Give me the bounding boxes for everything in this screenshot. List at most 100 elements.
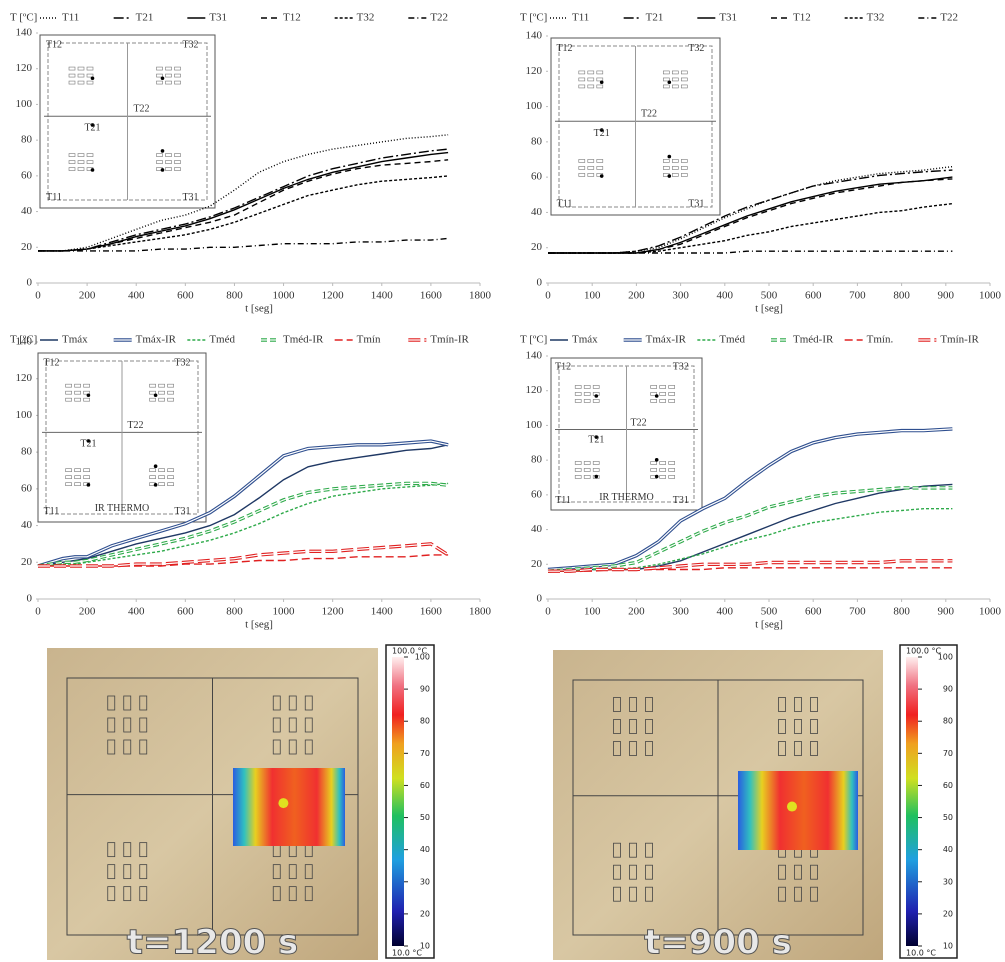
colorbar-tick-label: 70 [943,749,953,758]
panel-slot [778,719,786,734]
inset-slot [86,160,94,164]
sensor-dot [160,149,165,153]
inset-slot [592,468,600,472]
inset-slot [149,397,156,402]
inset-slot [174,73,181,78]
inset-slot [77,80,85,85]
inset-slot [662,77,670,82]
sensor-dot [599,174,604,178]
inset-slot [86,80,94,85]
legend-label: Tmáx [572,334,598,346]
y-tick-label: 140 [526,30,543,42]
inset-slot [671,84,679,89]
panel-slot [107,886,116,902]
x-tick-label: 500 [761,290,778,302]
y-axis-label: T [ºC] [520,12,547,24]
inset-slot [165,160,172,164]
y-tick-label: 20 [21,241,33,253]
sensor-dot [160,168,165,172]
legend-label: T11 [62,12,79,24]
inset-slot [86,73,94,78]
x-tick-label: 600 [177,606,194,618]
inset-slot [650,399,658,403]
x-tick-label: 1600 [420,606,443,618]
sensor-dot [86,393,91,398]
panel-slot [810,864,818,880]
panel-slot [629,864,637,880]
inset-slot [77,73,85,78]
inset-slot [74,390,81,395]
y-tick-label: 100 [526,419,543,431]
panel-slot [139,739,148,755]
panel-slot [613,886,621,902]
inset-label: T11 [557,199,573,210]
inset-label: T11 [44,506,60,517]
panel-slot [629,697,637,712]
inset-slot [592,461,600,465]
sensor-dot [654,394,659,398]
inset-slot [167,383,174,388]
y-tick-label: 140 [526,350,543,362]
x-tick-label: 1600 [420,290,443,302]
panel-slot [613,864,621,880]
series-line-core [548,560,953,572]
inset-slot [68,73,76,78]
inset-slot [662,70,670,75]
legend-label: Tmáx-IR [136,334,177,346]
hot-spot [278,798,289,809]
y-tick-label: 60 [531,488,543,500]
y-axis-label: T [ºC] [10,334,37,346]
inset-slot [680,77,688,82]
inset-slot [156,153,163,157]
inset-slot [574,399,582,403]
panel-slot [778,741,786,756]
inset-label: T21 [80,439,96,450]
sensor-dot [90,168,95,172]
panel-slot [778,886,786,902]
inset-label: T32 [688,43,704,54]
inset-slot [174,80,181,85]
y-tick-label: 80 [21,134,33,146]
inset-slot [650,392,658,396]
legend-label: Tméd [719,334,745,346]
x-tick-label: 900 [938,290,955,302]
inset-slot [587,84,595,89]
inset-slot [592,385,600,389]
x-tick-label: 600 [177,290,194,302]
sensor-dot [594,474,599,479]
inset-slot [165,66,172,71]
x-tick-label: 1000 [273,606,296,618]
x-tick-label: 0 [35,290,41,302]
panel-slot [107,842,116,858]
panel-slot [645,719,653,734]
colorbar-bottom-label: 10.0 °C [392,949,422,958]
inset-label: T21 [594,128,610,139]
legend-label: T12 [283,12,301,24]
colorbar-tick-label: 50 [420,813,430,822]
inset-slot [587,166,595,170]
inset-slot [165,153,172,157]
inset-slot [574,468,582,472]
y-tick-label: 100 [16,98,33,110]
legend-label: Tmín-IR [940,334,979,346]
legend-label: Tméd [209,334,235,346]
panel-slot [778,864,786,880]
inset-slot [583,399,591,403]
caption: t=900 s [644,923,792,962]
x-axis-label: t [seg] [245,303,273,315]
colorbar-tick-label: 60 [943,781,953,790]
x-tick-label: 400 [128,290,145,302]
y-tick-label: 0 [537,277,543,289]
inset-slot [174,66,181,71]
sensor-dot [599,80,604,85]
y-axis-label: T [ºC] [520,334,547,346]
inset-slot [77,66,85,71]
legend-label: Tmáx [62,334,88,346]
series-line [548,250,953,254]
x-tick-label: 700 [849,290,866,302]
colorbar-top-label: 100.0 °C [906,647,941,656]
inset-slot [662,166,670,170]
x-tick-label: 800 [893,290,910,302]
inset-slot [149,468,156,472]
y-tick-label: 40 [531,206,543,218]
